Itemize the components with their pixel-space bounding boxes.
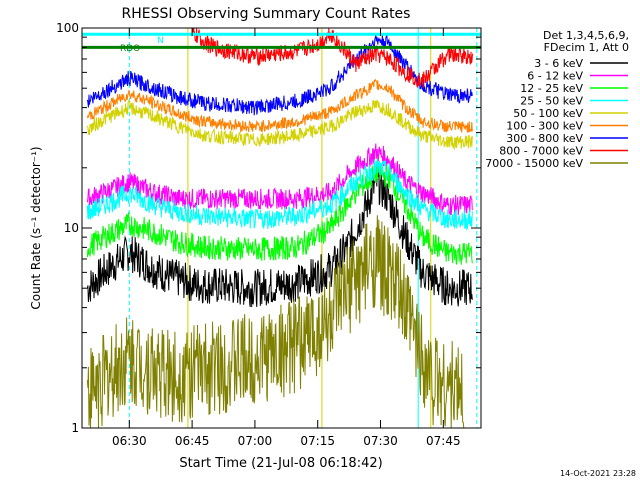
series-line-3 [86, 158, 473, 231]
series-line-6 [86, 33, 473, 116]
legend-label-2: 12 - 25 keV [520, 82, 583, 95]
series-group: RDO N [82, 28, 481, 428]
series-line-0 [86, 166, 473, 308]
y-tick-label-1: 10 [64, 221, 79, 235]
marker-label-0: RDO [120, 44, 140, 54]
legend-label-3: 25 - 50 keV [520, 95, 583, 108]
plot-area: RDO N [82, 28, 481, 428]
legend-header-line-1: Det 1,3,4,5,6,9, [543, 29, 629, 42]
x-tick-label-3: 07:15 [300, 434, 335, 448]
y-axis-label: Count Rate (s⁻¹ detector⁻¹) [29, 146, 43, 309]
axes: 06:30 06:45 07:00 07:15 07:30 07:45 1 10 100 [56, 21, 481, 448]
legend-label-6: 300 - 800 keV [506, 132, 583, 145]
series-line-2 [86, 160, 473, 265]
legend-label-7: 800 - 7000 keV [499, 145, 583, 158]
legend-label-5: 100 - 300 keV [506, 120, 583, 133]
legend-label-1: 6 - 12 keV [527, 70, 583, 83]
series-line-8 [86, 215, 465, 428]
series-line-5 [86, 78, 473, 133]
legend-label-0: 3 - 6 keV [534, 57, 583, 70]
x-tick-label-0: 06:30 [112, 434, 147, 448]
footer-date: 14-Oct-2021 23:28 [560, 469, 636, 478]
series-line-4 [86, 99, 473, 151]
y-tick-label-0: 1 [71, 421, 79, 435]
chart-title: RHESSI Observing Summary Count Rates [122, 6, 411, 22]
x-tick-label-5: 07:45 [426, 434, 461, 448]
y-tick-label-2: 100 [56, 21, 79, 35]
x-tick-label-1: 06:45 [175, 434, 210, 448]
x-axis-label: Start Time (21-Jul-08 06:18:42) [179, 456, 382, 471]
x-tick-label-4: 07:30 [363, 434, 398, 448]
legend-header-line-2: FDecim 1, Att 0 [544, 41, 629, 54]
legend-label-8: 7000 - 15000 keV [485, 157, 583, 170]
marker-label-1: N [157, 36, 164, 46]
legend-label-4: 50 - 100 keV [513, 107, 583, 120]
x-tick-label-2: 07:00 [238, 434, 273, 448]
legend: Det 1,3,4,5,6,9, FDecim 1, Att 0 3 - 6 k… [485, 29, 629, 170]
